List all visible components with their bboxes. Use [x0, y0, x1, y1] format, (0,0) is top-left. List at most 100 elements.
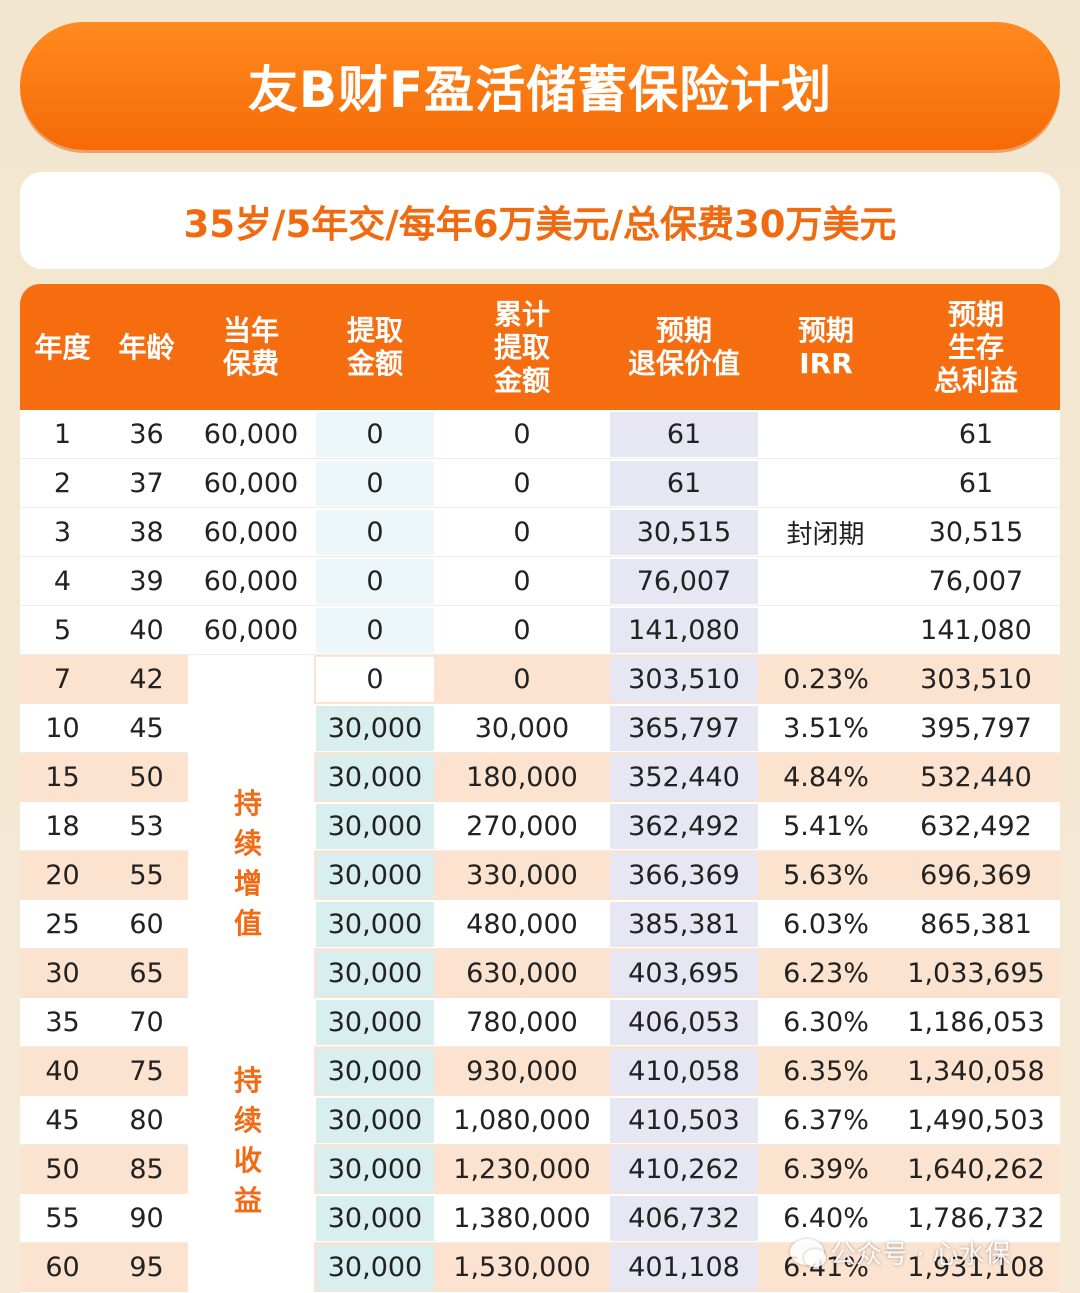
row-divider [20, 556, 1060, 557]
column-header: 当年 保费 [222, 314, 279, 380]
surrender-value-cell-bg [610, 706, 758, 751]
irr-cell: 4.84% [783, 761, 869, 793]
year-cell: 3 [53, 516, 72, 548]
year-cell: 7 [53, 663, 72, 695]
withdraw-cell: 0 [366, 663, 384, 695]
benefit-table: 年度 年龄 当年 保费 提取 金额 累计 提取 金额 预期 退保价值 预期 IRR 预期 生存… [20, 284, 1060, 1293]
premium-cell: 60,000 [203, 614, 299, 646]
total-benefit-cell: 1,490,503 [907, 1104, 1045, 1136]
phase-column [188, 655, 314, 1292]
age-cell: 80 [129, 1104, 164, 1136]
surrender-value-cell-bg [610, 412, 758, 457]
row-divider [20, 948, 1060, 949]
cumulative-withdraw-cell: 0 [513, 418, 531, 450]
year-cell: 25 [45, 908, 80, 940]
surrender-value-cell-bg [610, 559, 758, 604]
withdraw-cell-bg [316, 1098, 434, 1143]
row-divider [20, 654, 1060, 655]
withdraw-cell: 30,000 [327, 1055, 423, 1087]
age-cell: 39 [129, 565, 164, 597]
surrender-value-cell: 410,503 [628, 1104, 740, 1136]
cumulative-withdraw-cell: 1,080,000 [453, 1104, 591, 1136]
surrender-value-cell: 365,797 [628, 712, 740, 744]
cumulative-withdraw-cell: 1,530,000 [453, 1251, 591, 1283]
row-divider [20, 1242, 1060, 1243]
age-cell: 85 [129, 1153, 164, 1185]
total-benefit-cell: 61 [958, 467, 994, 499]
year-cell: 18 [45, 810, 80, 842]
withdraw-cell: 0 [366, 614, 384, 646]
year-cell: 55 [45, 1202, 80, 1234]
irr-cell: 6.35% [783, 1055, 869, 1087]
total-benefit-cell: 532,440 [920, 761, 1032, 793]
irr-cell: 6.03% [783, 908, 869, 940]
year-cell: 20 [45, 859, 80, 891]
cumulative-withdraw-cell: 0 [513, 663, 531, 695]
cumulative-withdraw-cell: 180,000 [466, 761, 578, 793]
plan-summary: 35岁/5年交/每年6万美元/总保费30万美元 [183, 202, 897, 246]
column-header: 预期 生存 总利益 [933, 297, 1018, 397]
surrender-value-cell-bg [610, 657, 758, 702]
surrender-value-cell: 366,369 [628, 859, 740, 891]
year-cell: 4 [53, 565, 72, 597]
surrender-value-cell-bg [610, 510, 758, 555]
cumulative-withdraw-cell: 0 [513, 614, 531, 646]
title-banner: 友B财F盈活储蓄保险计划 [20, 22, 1060, 150]
surrender-value-cell-bg [610, 902, 758, 947]
surrender-value-cell-bg [610, 853, 758, 898]
age-cell: 65 [129, 957, 164, 989]
row-divider [20, 1046, 1060, 1047]
cumulative-withdraw-cell: 0 [513, 565, 531, 597]
withdraw-cell: 30,000 [327, 1251, 423, 1283]
irr-cell: 6.30% [783, 1006, 869, 1038]
withdraw-cell-bg [316, 951, 434, 996]
withdraw-cell: 30,000 [327, 908, 423, 940]
cumulative-withdraw-cell: 30,000 [474, 712, 570, 744]
withdraw-cell: 30,000 [327, 761, 423, 793]
withdraw-cell: 30,000 [327, 957, 423, 989]
column-header: 累计 提取 金额 [493, 297, 550, 397]
surrender-value-cell-bg [610, 804, 758, 849]
cumulative-withdraw-cell: 0 [513, 516, 531, 548]
watermark-text: 公众号 · 心水保 [830, 1239, 1011, 1270]
age-cell: 53 [129, 810, 164, 842]
cumulative-withdraw-cell: 270,000 [466, 810, 578, 842]
row-divider [20, 605, 1060, 606]
row-background [20, 949, 188, 998]
total-benefit-cell: 76,007 [928, 565, 1024, 597]
irr-cell: 6.39% [783, 1153, 869, 1185]
cumulative-withdraw-cell: 0 [513, 467, 531, 499]
irr-cell: 5.41% [783, 810, 869, 842]
watermark: 公众号 · 心水保 [790, 1232, 1011, 1272]
withdraw-cell-bg [316, 706, 434, 751]
surrender-value-cell: 401,108 [628, 1251, 740, 1283]
surrender-value-cell: 410,262 [628, 1153, 740, 1185]
row-divider [20, 1144, 1060, 1145]
withdraw-cell-bg [316, 608, 434, 653]
withdraw-cell: 0 [366, 467, 384, 499]
row-background [20, 655, 188, 704]
total-benefit-cell: 30,515 [928, 516, 1024, 548]
age-cell: 75 [129, 1055, 164, 1087]
year-cell: 30 [45, 957, 80, 989]
surrender-value-cell: 352,440 [628, 761, 740, 793]
withdraw-cell-bg [316, 510, 434, 555]
premium-cell: 60,000 [203, 516, 299, 548]
total-benefit-cell: 1,033,695 [907, 957, 1045, 989]
withdraw-cell: 30,000 [327, 859, 423, 891]
irr-cell: 6.40% [783, 1202, 869, 1234]
total-benefit-cell: 1,640,262 [907, 1153, 1045, 1185]
total-benefit-cell: 303,510 [920, 663, 1032, 695]
withdraw-cell-bg [316, 657, 434, 702]
row-background [20, 1047, 188, 1096]
withdraw-cell: 30,000 [327, 810, 423, 842]
withdraw-cell: 30,000 [327, 1104, 423, 1136]
total-benefit-cell: 1,340,058 [907, 1055, 1045, 1087]
column-header: 年龄 [118, 330, 175, 364]
total-benefit-cell: 632,492 [920, 810, 1032, 842]
withdraw-cell-bg [316, 1245, 434, 1290]
surrender-value-cell: 303,510 [628, 663, 740, 695]
total-benefit-cell: 1,186,053 [907, 1006, 1045, 1038]
column-header: 年度 [34, 330, 91, 364]
surrender-value-cell: 406,732 [628, 1202, 740, 1234]
